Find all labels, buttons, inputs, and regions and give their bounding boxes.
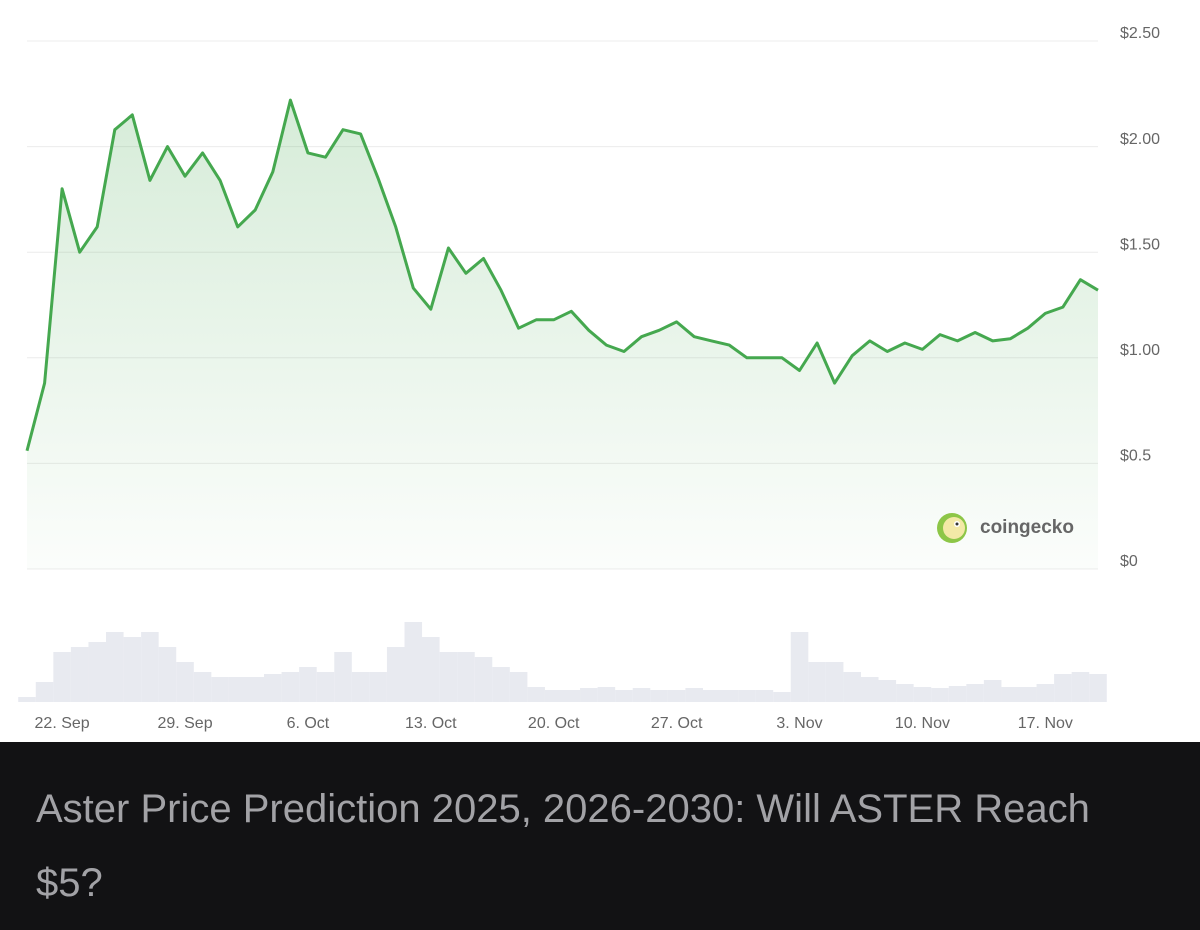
volume-bar [176, 662, 194, 702]
volume-bar [35, 682, 54, 702]
volume-bar [615, 690, 633, 702]
volume-bar [369, 672, 387, 702]
volume-bar [281, 672, 300, 702]
volume-bar [70, 647, 89, 702]
logo [937, 513, 967, 543]
volume-bar [667, 690, 686, 702]
x-tick-label: 3. Nov [776, 715, 822, 732]
volume-bar [878, 680, 897, 702]
chart: $0 $0.5 $1.00 $1.50 $2.00 $2.50 22. Sep 29. Sep… [18, 25, 1160, 732]
watermark: coingecko [980, 517, 1074, 538]
volume-bar [386, 647, 405, 702]
volume-bar [948, 686, 967, 702]
volume-bar [632, 688, 651, 702]
volume-bar [650, 690, 668, 702]
volume-bar [825, 662, 844, 702]
volume-bar [685, 688, 703, 702]
x-tick-label: 17. Nov [1018, 715, 1073, 732]
volume-bar [334, 652, 352, 702]
volume-bar [1071, 672, 1090, 702]
volume-bar [966, 684, 984, 702]
x-tick-label: 6. Oct [287, 715, 330, 732]
y-tick-label: $2.50 [1120, 25, 1160, 42]
volume [18, 622, 1107, 702]
volume-bar [193, 672, 212, 702]
volume-bar [983, 680, 1002, 702]
volume-bar [738, 690, 756, 702]
volume-bar [580, 688, 598, 702]
y-tick-label: $1.00 [1120, 342, 1160, 359]
volume-bar [843, 672, 861, 702]
volume-bar [790, 632, 809, 702]
y-tick-label: $2.00 [1120, 131, 1160, 148]
volume-bar [404, 622, 423, 702]
volume-bar [211, 677, 229, 702]
volume-bar [808, 662, 826, 702]
volume-bar [246, 677, 265, 702]
volume-bar [755, 690, 774, 702]
volume-bar [422, 637, 440, 702]
volume-bar [492, 667, 510, 702]
volume-bar [264, 674, 282, 702]
volume-bar [1089, 674, 1107, 702]
volume-bar [913, 687, 932, 702]
y-tick-label: $0 [1120, 553, 1138, 570]
x-tick-label: 13. Oct [405, 715, 457, 732]
volume-bar [228, 677, 247, 702]
volume-bar [141, 632, 159, 702]
volume-bar [860, 677, 879, 702]
volume-bar [896, 684, 914, 702]
x-tick-label: 27. Oct [651, 715, 703, 732]
volume-bar [931, 688, 949, 702]
volume-bar [18, 697, 36, 702]
area-fill [27, 100, 1098, 569]
volume-bar [527, 687, 545, 702]
volume-bar [474, 657, 493, 702]
volume-bar [597, 687, 616, 702]
volume-bar [351, 672, 370, 702]
volume-bar [299, 667, 317, 702]
volume-bar [457, 652, 475, 702]
volume-bar [773, 692, 791, 702]
caption: Aster Price Prediction 2025, 2026-2030: … [0, 742, 1200, 930]
volume-bar [702, 690, 721, 702]
volume-bar [544, 690, 563, 702]
volume-bar [1036, 684, 1055, 702]
y-tick-label: $0.5 [1120, 448, 1151, 465]
x-tick-label: 10. Nov [895, 715, 950, 732]
x-tick-label: 22. Sep [35, 715, 90, 732]
x-tick-label: 20. Oct [528, 715, 580, 732]
x-tick-label: 29. Sep [157, 715, 212, 732]
volume-bar [316, 672, 335, 702]
volume-bar [1054, 674, 1072, 702]
volume-bar [106, 632, 124, 702]
volume-bar [158, 647, 177, 702]
volume-bar [1018, 687, 1037, 702]
volume-bar [53, 652, 71, 702]
volume-bar [88, 642, 107, 702]
volume-bar [439, 652, 458, 702]
volume-bar [562, 690, 581, 702]
volume-bar [509, 672, 528, 702]
price-line [25, 98, 1099, 452]
volume-bar [1001, 687, 1019, 702]
volume-bar [123, 637, 142, 702]
volume-bar [720, 690, 739, 702]
y-tick-label: $1.50 [1120, 236, 1160, 253]
